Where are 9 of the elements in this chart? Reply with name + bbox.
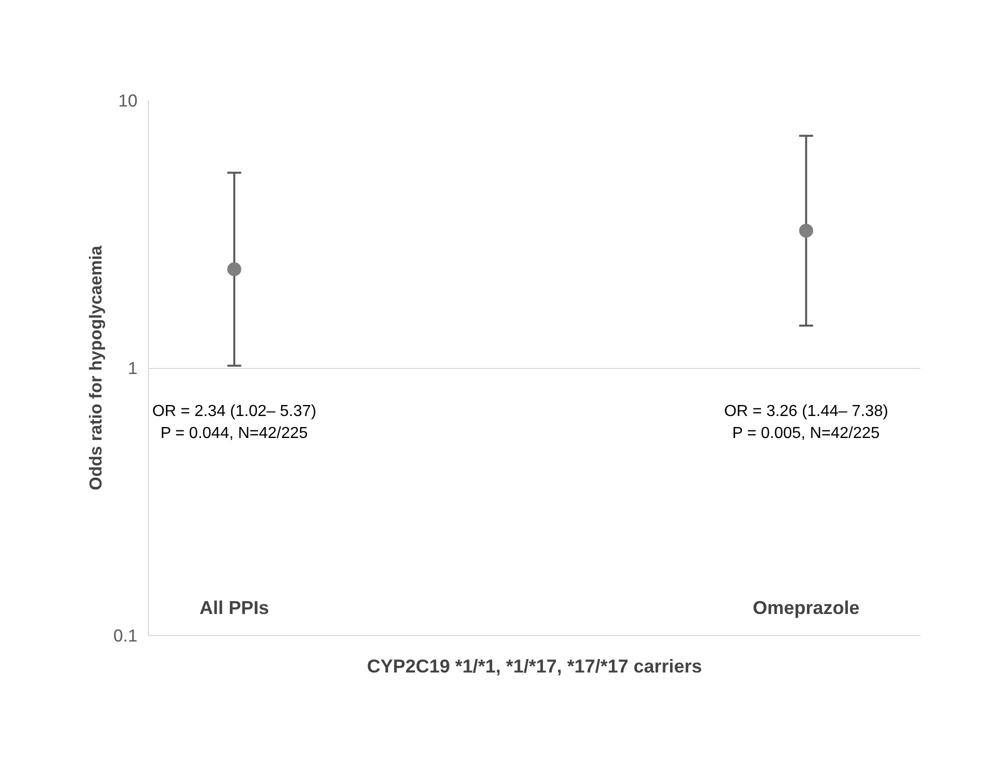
y-axis-title: Odds ratio for hypoglycaemia [85,245,106,490]
x-axis-title: CYP2C19 *1/*1, *1/*17, *17/*17 carriers [366,656,702,676]
y-tick-label: 10 [118,90,138,110]
x-tick-label: Omeprazole [752,597,860,618]
y-tick-label: 0.1 [113,626,138,646]
annotation: OR = 2.34 (1.02– 5.37) P = 0.044, N=42/225 [152,403,316,442]
x-tick-label: All PPIs [200,597,270,618]
y-tick-label: 1 [128,358,138,378]
annotation: OR = 3.26 (1.44– 7.38) P = 0.005, N=42/225 [724,403,888,442]
